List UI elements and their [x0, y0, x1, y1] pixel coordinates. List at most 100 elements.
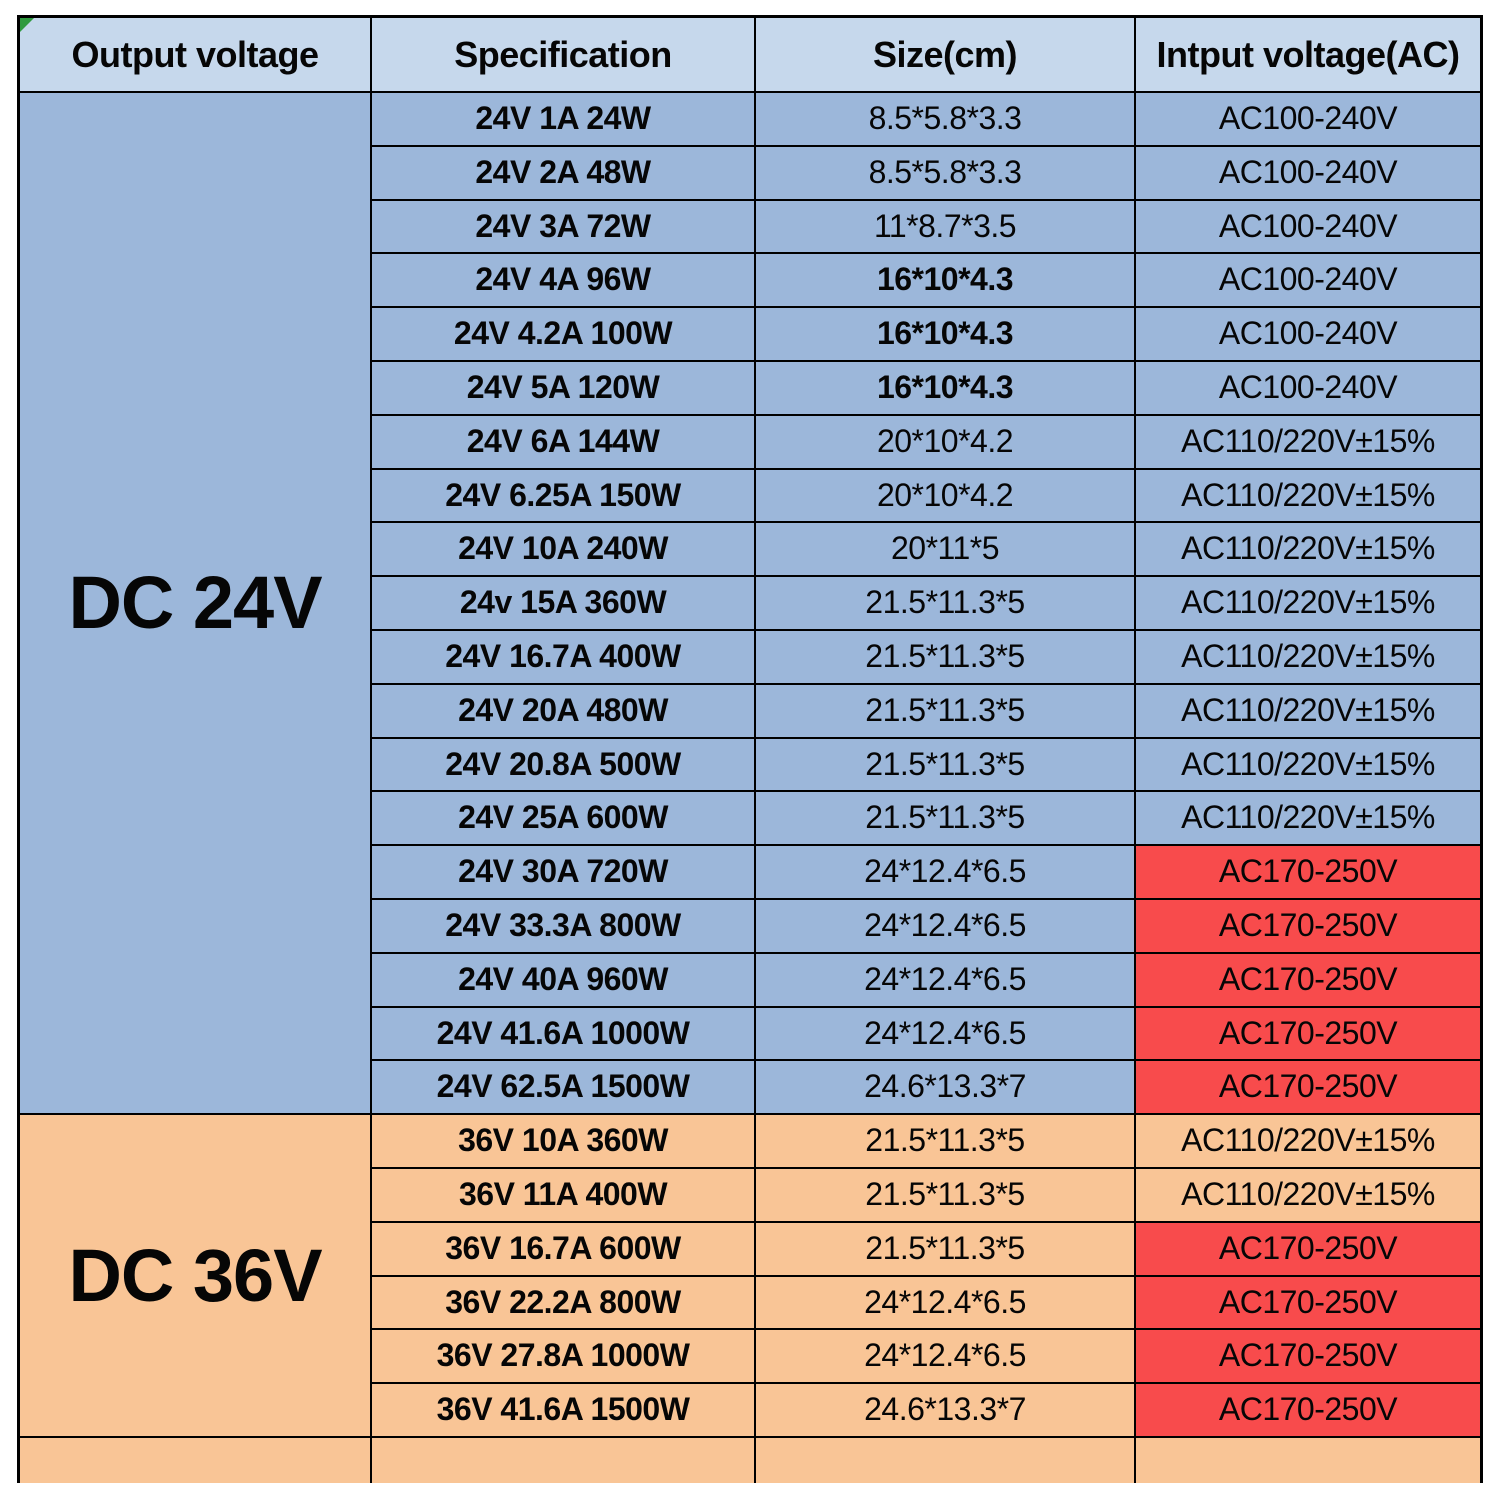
input-voltage-value: AC110/220V±15% — [1181, 476, 1435, 513]
input-voltage-value: AC100-240V — [1218, 261, 1398, 298]
input-voltage-value: AC110/220V±15% — [1181, 530, 1435, 567]
spec-cell: 24V 6.25A 150W — [372, 469, 754, 522]
input-voltage-value: AC100-240V — [1218, 369, 1398, 406]
input-voltage-cell: AC170-250V — [1136, 1007, 1480, 1060]
size-value: 21.5*11.3*5 — [865, 638, 1025, 675]
input-voltage-value: AC100-240V — [1218, 315, 1398, 352]
input-voltage-value: AC110/220V±15% — [1181, 638, 1435, 675]
size-value: 20*11*5 — [890, 530, 1000, 567]
input-voltage-value: AC170-250V — [1218, 1391, 1398, 1428]
spec-cell: 24V 2A 48W — [372, 146, 754, 199]
spec-value: 24V 4.2A 100W — [453, 315, 673, 352]
spec-value: 24v 15A 360W — [459, 584, 667, 621]
header-input-voltage: Intput voltage(AC) — [1136, 18, 1480, 91]
spec-cell: 36V 10A 360W — [372, 1115, 754, 1167]
spec-cell: 24V 4.2A 100W — [372, 308, 754, 360]
header-output-voltage: Output voltage — [20, 18, 370, 91]
spec-value: 24V 20A 480W — [458, 691, 668, 728]
spec-value: 36V 16.7A 600W — [445, 1229, 681, 1266]
input-voltage-cell: AC100-240V — [1136, 93, 1480, 145]
input-voltage-cell: AC170-250V — [1136, 1222, 1480, 1275]
spec-cell: 24V 10A 240W — [372, 523, 754, 576]
spec-cell: 24v 15A 360W — [372, 577, 754, 629]
spec-cell: 24V 25A 600W — [372, 792, 754, 845]
size-cell: 24.6*13.3*7 — [756, 1061, 1134, 1114]
size-value: 21.5*11.3*5 — [865, 1229, 1025, 1266]
empty-cell — [372, 1437, 754, 1483]
spec-cell: 36V 27.8A 1000W — [372, 1330, 754, 1383]
input-voltage-value: AC170-250V — [1218, 907, 1398, 944]
empty-cell — [20, 1437, 370, 1483]
size-value: 24.6*13.3*7 — [864, 1391, 1026, 1428]
size-value: 11*8.7*3.5 — [873, 207, 1017, 244]
input-voltage-cell: AC100-240V — [1136, 146, 1480, 199]
spec-cell: 24V 4A 96W — [372, 254, 754, 307]
spec-cell: 36V 16.7A 600W — [372, 1222, 754, 1275]
size-cell: 21.5*11.3*5 — [756, 577, 1134, 629]
spec-value: 24V 40A 960W — [458, 960, 668, 997]
input-voltage-value: AC170-250V — [1218, 960, 1398, 997]
size-value: 16*10*4.3 — [876, 261, 1014, 298]
input-voltage-value: AC170-250V — [1218, 1014, 1398, 1051]
input-voltage-cell: AC170-250V — [1136, 1384, 1480, 1436]
input-voltage-value: AC110/220V±15% — [1181, 745, 1435, 782]
spec-cell: 24V 3A 72W — [372, 200, 754, 253]
size-value: 24*12.4*6.5 — [864, 1014, 1026, 1051]
input-voltage-value: AC110/220V±15% — [1181, 691, 1435, 728]
input-voltage-cell: AC170-250V — [1136, 1276, 1480, 1329]
input-voltage-value: AC100-240V — [1218, 207, 1398, 244]
input-voltage-cell: AC100-240V — [1136, 254, 1480, 307]
size-cell: 21.5*11.3*5 — [756, 630, 1134, 683]
input-voltage-value: AC110/220V±15% — [1181, 584, 1435, 621]
spec-value: 36V 22.2A 800W — [445, 1283, 681, 1320]
spec-value: 24V 6.25A 150W — [445, 476, 681, 513]
size-value: 21.5*11.3*5 — [865, 799, 1025, 836]
input-voltage-value: AC100-240V — [1218, 100, 1398, 137]
size-cell: 24*12.4*6.5 — [756, 953, 1134, 1006]
spec-value: 24V 33.3A 800W — [445, 907, 681, 944]
spec-value: 36V 41.6A 1500W — [436, 1391, 690, 1428]
size-cell: 11*8.7*3.5 — [756, 200, 1134, 253]
input-voltage-cell: AC110/220V±15% — [1136, 792, 1480, 845]
size-cell: 20*10*4.2 — [756, 415, 1134, 468]
spec-value: 24V 2A 48W — [475, 153, 651, 190]
empty-cell — [756, 1437, 1134, 1483]
size-cell: 21.5*11.3*5 — [756, 684, 1134, 737]
size-cell: 24*12.4*6.5 — [756, 899, 1134, 952]
size-cell: 16*10*4.3 — [756, 361, 1134, 414]
spec-value: 36V 10A 360W — [458, 1122, 668, 1159]
size-cell: 24*12.4*6.5 — [756, 846, 1134, 898]
size-cell: 16*10*4.3 — [756, 308, 1134, 360]
group-label: DC 24V — [68, 561, 322, 645]
size-value: 21.5*11.3*5 — [865, 691, 1025, 728]
input-voltage-value: AC170-250V — [1218, 1283, 1398, 1320]
header-size-cm: Size(cm) — [756, 18, 1134, 91]
size-cell: 16*10*4.3 — [756, 254, 1134, 307]
input-voltage-value: AC170-250V — [1218, 1229, 1398, 1266]
size-value: 20*10*4.2 — [876, 476, 1014, 513]
input-voltage-cell: AC100-240V — [1136, 200, 1480, 253]
size-value: 24*12.4*6.5 — [864, 1283, 1026, 1320]
spec-cell: 24V 62.5A 1500W — [372, 1061, 754, 1114]
spec-value: 24V 20.8A 500W — [445, 745, 681, 782]
spec-value: 24V 1A 24W — [475, 100, 651, 137]
input-voltage-cell: AC110/220V±15% — [1136, 1115, 1480, 1167]
spec-cell: 24V 30A 720W — [372, 846, 754, 898]
input-voltage-cell: AC110/220V±15% — [1136, 469, 1480, 522]
size-value: 24*12.4*6.5 — [864, 907, 1026, 944]
size-value: 24*12.4*6.5 — [864, 1337, 1026, 1374]
size-value: 24.6*13.3*7 — [864, 1068, 1026, 1105]
spec-value: 24V 30A 720W — [458, 853, 668, 890]
spec-cell: 24V 1A 24W — [372, 93, 754, 145]
size-cell: 21.5*11.3*5 — [756, 792, 1134, 845]
spec-cell: 24V 5A 120W — [372, 361, 754, 414]
input-voltage-cell: AC100-240V — [1136, 308, 1480, 360]
input-voltage-cell: AC110/220V±15% — [1136, 415, 1480, 468]
spec-value: 24V 6A 144W — [466, 422, 660, 459]
spec-cell: 36V 22.2A 800W — [372, 1276, 754, 1329]
spec-cell: 24V 6A 144W — [372, 415, 754, 468]
size-cell: 21.5*11.3*5 — [756, 738, 1134, 791]
spec-value: 24V 4A 96W — [475, 261, 651, 298]
input-voltage-value: AC170-250V — [1218, 853, 1398, 890]
size-cell: 20*11*5 — [756, 523, 1134, 576]
